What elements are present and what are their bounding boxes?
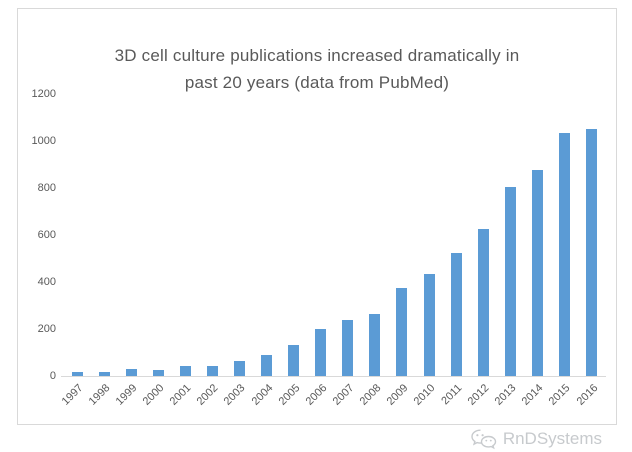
bar-2000 xyxy=(152,370,164,376)
bar-2015 xyxy=(558,133,570,376)
bar-2011 xyxy=(450,253,462,376)
y-tick-label-1200: 1200 xyxy=(31,88,56,100)
watermark-brand: RnDSystems xyxy=(502,429,602,448)
bar-2009 xyxy=(396,288,408,376)
chart-title-line-1: 3D cell culture publications increased d… xyxy=(114,46,520,65)
bar-2005 xyxy=(288,345,300,376)
bar-2010 xyxy=(423,274,435,376)
bar-2013 xyxy=(504,187,516,376)
bar-2004 xyxy=(261,355,273,376)
chart-container: 3D cell culture publications increased d… xyxy=(17,8,617,425)
bar-2003 xyxy=(233,361,245,376)
chart-title: 3D cell culture publications increased d… xyxy=(18,42,616,96)
bar-2002 xyxy=(206,366,218,376)
y-tick-label-600: 600 xyxy=(37,229,56,241)
y-tick-label-400: 400 xyxy=(37,276,56,288)
chart-title-line-2: past 20 years (data from PubMed) xyxy=(184,73,450,92)
y-tick-label-1000: 1000 xyxy=(31,135,56,147)
y-tick-label-200: 200 xyxy=(37,323,56,335)
bar-1997 xyxy=(71,372,83,376)
bar-1999 xyxy=(125,369,137,376)
bar-2001 xyxy=(179,366,191,376)
bar-2006 xyxy=(315,329,327,376)
watermark: RnDSystems xyxy=(470,427,602,451)
bar-2008 xyxy=(369,314,381,376)
bar-2007 xyxy=(342,320,354,376)
bar-2012 xyxy=(477,229,489,376)
y-tick-label-0: 0 xyxy=(49,370,56,382)
y-tick-label-800: 800 xyxy=(37,182,56,194)
bar-2014 xyxy=(531,170,543,376)
wechat-icon xyxy=(470,427,498,451)
bar-1998 xyxy=(98,372,110,376)
bar-2016 xyxy=(586,129,598,376)
plot-area xyxy=(61,94,606,377)
